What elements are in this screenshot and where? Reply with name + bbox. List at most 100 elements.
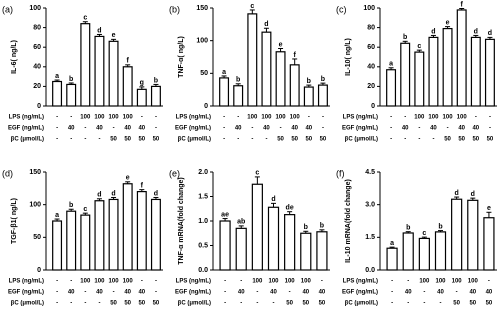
bar [122, 183, 133, 271]
bar [317, 84, 328, 107]
treatment-value: - [155, 290, 157, 296]
significance-letter: ae [221, 211, 229, 218]
treatment-value: 100 [109, 115, 120, 121]
treatment-value: 40 [96, 126, 103, 132]
treatment-value: - [141, 115, 143, 121]
treatment-value: - [407, 279, 409, 285]
treatment-value: 100 [414, 115, 425, 121]
treatment-value: - [224, 279, 226, 285]
treatment-name: LPS (ng/mL) [9, 279, 44, 285]
treatment-name: βC (μmol/L) [11, 301, 44, 307]
bar [150, 198, 161, 271]
significance-letter: e [126, 175, 130, 182]
panel-label: (e) [169, 168, 180, 178]
bar [80, 214, 91, 271]
significance-letter: c [83, 206, 87, 213]
treatment-value: - [237, 115, 239, 121]
treatment-value: - [155, 279, 157, 285]
bar [108, 198, 119, 271]
treatment-value: 50 [277, 137, 284, 143]
treatment-value: 50 [487, 137, 494, 143]
treatment-value: - [488, 279, 490, 285]
bar [66, 83, 77, 107]
treatment-value: - [418, 137, 420, 143]
treatment-name: LPS (ng/mL) [343, 115, 378, 121]
treatment-value: 100 [123, 115, 134, 121]
treatment-value: 40 [458, 126, 465, 132]
y-axis-label: TNF-α( ng/L) [178, 36, 185, 78]
treatment-value: 100 [443, 115, 454, 121]
treatment-value: - [489, 115, 491, 121]
bar [300, 232, 312, 271]
significance-letter: b [304, 224, 308, 231]
treatment-name: βC (μmol/L) [11, 137, 44, 143]
treatment-value: - [141, 279, 143, 285]
treatment-value: 100 [252, 279, 263, 285]
treatment-value: 50 [153, 137, 160, 143]
significance-letter: c [250, 3, 254, 10]
treatment-value: 50 [138, 137, 145, 143]
y-tick-label: 80 [33, 24, 41, 31]
treatment-value: 100 [80, 115, 91, 121]
treatment-value: 100 [276, 115, 287, 121]
treatment-value: - [447, 126, 449, 132]
treatment-value: 50 [469, 301, 476, 307]
bar [219, 220, 231, 271]
bar [442, 27, 453, 107]
treatment-value: 40 [96, 290, 103, 296]
treatment-value: - [322, 115, 324, 121]
treatment-value: - [70, 279, 72, 285]
treatment-value: 40 [138, 290, 145, 296]
bar [267, 206, 280, 271]
y-tick-label: 100 [29, 202, 41, 209]
significance-letter: d [97, 192, 101, 199]
y-axis-label: TGF-β1( ng/L) [11, 198, 18, 244]
y-tick-label: 0.5 [198, 242, 208, 249]
treatment-value: 100 [468, 279, 479, 285]
treatment-value: - [113, 290, 115, 296]
treatment-value: 40 [238, 290, 245, 296]
y-tick-label: 1.0 [198, 218, 208, 225]
treatment-value: - [423, 301, 425, 307]
bar [386, 247, 398, 271]
y-tick-label: 80 [367, 24, 375, 31]
treatment-value: 50 [153, 301, 160, 307]
treatment-value: - [70, 301, 72, 307]
treatment-value: 100 [94, 115, 105, 121]
significance-letter: b [438, 223, 442, 230]
significance-letter: e [112, 32, 116, 39]
y-tick-label: 0 [371, 103, 375, 110]
bar [275, 51, 286, 107]
bar [402, 232, 414, 271]
significance-letter: d [431, 28, 435, 35]
treatment-value: 50 [286, 301, 293, 307]
treatment-value: 50 [110, 301, 117, 307]
treatment-value: 100 [419, 279, 430, 285]
panel-label: (a) [2, 4, 13, 14]
significance-letter: a [222, 69, 226, 76]
bar [400, 42, 411, 107]
bar [136, 191, 147, 271]
treatment-name: EGF (ng/mL) [175, 126, 211, 132]
bar [235, 227, 247, 271]
significance-letter: f [294, 52, 297, 59]
y-tick-label: 3.0 [365, 202, 375, 209]
y-tick-label: 1.5 [365, 234, 375, 241]
significance-letter: b [69, 76, 73, 83]
treatment-value: 100 [457, 115, 468, 121]
y-tick-label: 100 [363, 5, 375, 12]
treatment-value: 40 [472, 126, 479, 132]
treatment-value: - [251, 126, 253, 132]
treatment-value: - [223, 137, 225, 143]
treatment-value: - [322, 126, 324, 132]
significance-letter: ab [237, 219, 245, 226]
treatment-value: - [321, 279, 323, 285]
treatment-value: 50 [138, 301, 145, 307]
significance-letter: e [446, 19, 450, 26]
treatment-value: 100 [123, 279, 134, 285]
treatment-value: - [56, 279, 58, 285]
significance-letter: f [461, 1, 464, 8]
bar [284, 214, 296, 271]
treatment-value: - [404, 137, 406, 143]
treatment-value: - [390, 126, 392, 132]
